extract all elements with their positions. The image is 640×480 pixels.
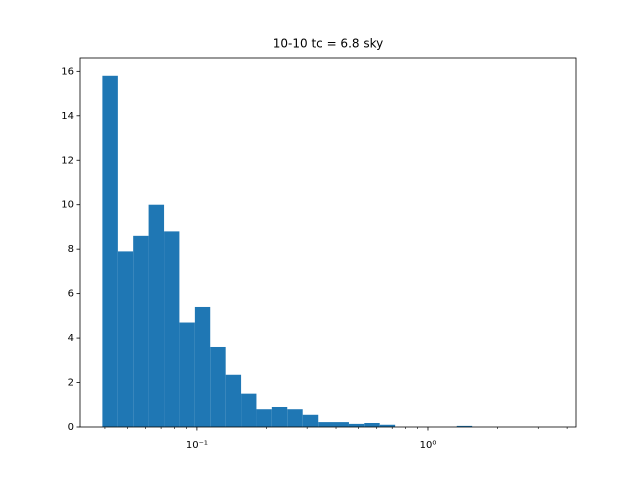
x-tick-label: 10⁻¹ [186,440,208,451]
x-tick-label: 10⁰ [420,440,437,451]
bar [256,409,272,427]
bar [179,322,195,427]
plot-frame [79,57,577,428]
y-tick-label: 8 [68,244,74,255]
bar [287,409,303,427]
bar [225,374,242,427]
chart-title: 10-10 tc = 6.8 sky [273,37,383,51]
bar [302,414,319,427]
y-tick-label: 12 [61,155,74,166]
bar [102,75,118,427]
bar [117,251,134,427]
bar [241,393,257,427]
bar [164,231,180,427]
bar [364,422,380,427]
y-tick-label: 2 [68,378,74,389]
bar [148,204,165,427]
y-tick-label: 4 [68,333,74,344]
y-tick-label: 10 [61,200,74,211]
bar [456,425,473,427]
bar [271,406,288,427]
bar [348,423,365,427]
bar [333,422,349,427]
bar [133,235,149,427]
y-tick-label: 14 [61,111,74,122]
y-tick-label: 16 [61,66,74,77]
y-tick-label: 0 [68,422,74,433]
bar [194,306,211,427]
bar [379,424,396,427]
bar [210,346,226,427]
bar [318,422,334,427]
y-tick-label: 6 [68,289,74,300]
